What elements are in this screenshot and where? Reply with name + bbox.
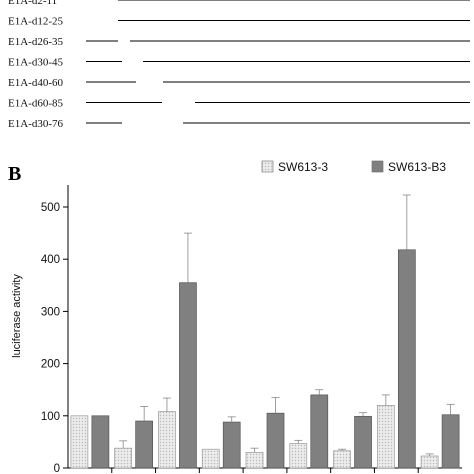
bar [376,405,395,469]
bar [245,451,264,469]
legend-swatch [261,160,274,173]
y-tick-label: 400 [41,254,60,266]
mutant-label: E1A-d2-11 [8,0,57,7]
panel-a-deletion-map: E1A-d2-11 E1A-d12-25 E1A-d26-35 E1A-d30-45 E… [8,0,470,130]
bar [420,455,439,469]
bar [441,414,460,469]
bar [354,415,372,469]
legend-label: SW613-B3 [388,160,446,174]
mutant-label: E1A-d30-45 [8,57,63,69]
bar-chart: 0 100 200 300 400 500 luciferase activity [11,185,462,474]
legend-swatch [371,160,384,173]
mutant-label: E1A-d26-35 [8,36,63,48]
bar [201,448,220,469]
bar [397,249,416,469]
y-tick-label: 100 [41,411,60,423]
panel-b-label: B [8,163,21,185]
bar [310,394,329,469]
bar [179,282,197,469]
bar [222,421,241,469]
y-axis-label: luciferase activity [11,274,23,358]
y-tick-label: 200 [41,359,60,371]
y-tick-label: 0 [54,463,60,474]
mutant-label: E1A-d40-60 [8,77,63,89]
bar [266,412,285,469]
bar [114,447,133,469]
y-tick-label: 500 [41,202,60,214]
bar [158,411,176,469]
mutant-label: E1A-d60-85 [8,98,63,110]
bar [91,415,110,469]
chart-legend: SW613-3 SW613-B3 [261,160,446,174]
legend-label: SW613-3 [278,160,328,174]
bar [70,415,89,469]
mutant-label: E1A-d30-76 [8,118,63,130]
mutant-label: E1A-d12-25 [8,16,63,28]
bar [333,450,351,469]
bar [289,443,308,469]
bar [135,420,154,469]
y-tick-label: 300 [41,306,60,318]
